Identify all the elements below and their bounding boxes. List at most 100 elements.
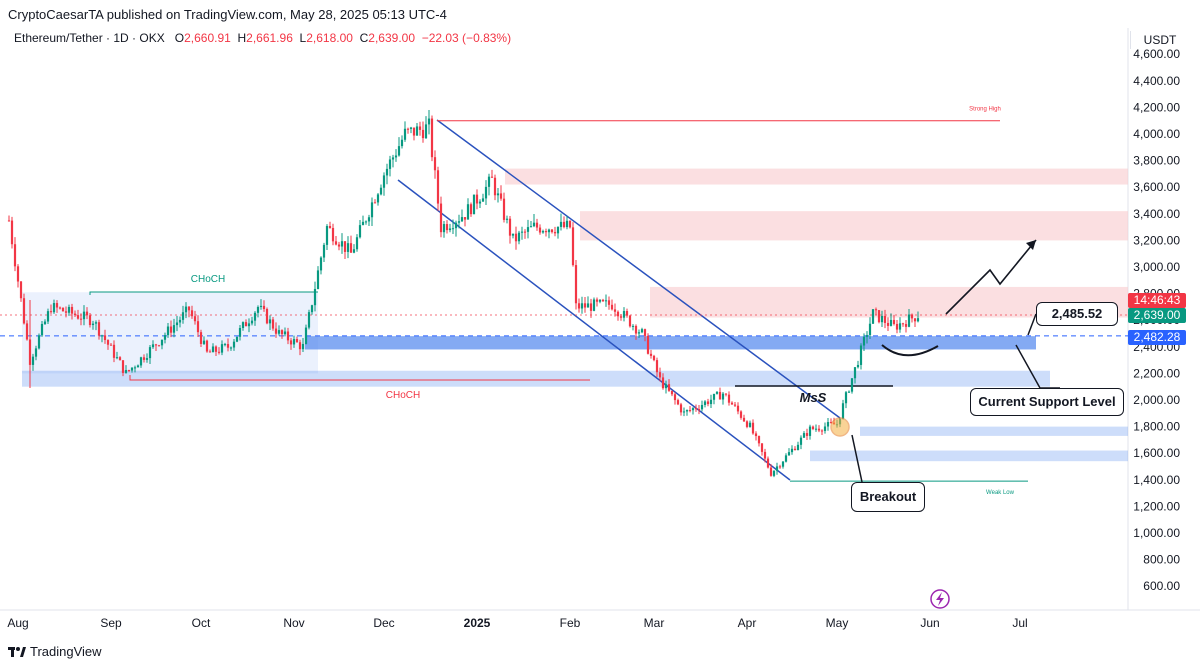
candle-body <box>154 344 158 346</box>
choch-top-label: CHoCH <box>191 274 225 285</box>
candle-body <box>151 344 155 348</box>
candle-body <box>808 426 812 436</box>
candle-body <box>664 384 668 389</box>
choch-bottom-line <box>129 375 590 381</box>
candle-body <box>598 299 602 302</box>
candle-body <box>502 198 506 220</box>
publish-info: CryptoCaesarTA published on TradingView.… <box>8 7 447 22</box>
x-tick-label: Jun <box>920 616 939 630</box>
tradingview-logo[interactable]: TradingView <box>8 644 102 659</box>
candle-body <box>790 448 794 453</box>
candle-body <box>559 221 563 227</box>
candle-body <box>337 244 341 247</box>
candle-body <box>163 335 167 340</box>
candle-body <box>844 392 848 404</box>
close-label: C <box>359 31 369 45</box>
candle-body <box>640 329 644 333</box>
candle-body <box>16 266 20 282</box>
candle-body <box>448 228 452 231</box>
candle-body <box>574 265 578 304</box>
candle-body <box>841 403 845 419</box>
candle-body <box>853 367 857 379</box>
candle-body <box>223 344 227 346</box>
candle-body <box>340 241 344 247</box>
candle-body <box>406 128 410 130</box>
candle-body <box>343 241 347 252</box>
candle-body <box>508 218 512 236</box>
candle-body <box>550 229 554 233</box>
candle-body <box>7 220 11 222</box>
candle-body <box>193 316 197 322</box>
candle-body <box>286 331 290 341</box>
candle-body <box>580 303 584 309</box>
candle-body <box>658 372 662 378</box>
candle-body <box>505 218 509 220</box>
candle-body <box>13 244 17 267</box>
currency-label[interactable]: USDT <box>1130 31 1189 49</box>
open-label: O <box>174 31 185 45</box>
candle-body <box>529 226 533 228</box>
candle-body <box>283 331 287 335</box>
candle-body <box>898 323 902 330</box>
candle-body <box>346 243 350 252</box>
breakout-callout: Breakout <box>851 482 925 512</box>
y-tick-label: 4,400.00 <box>1133 74 1180 88</box>
candle-body <box>649 353 653 356</box>
candle-body <box>31 356 35 365</box>
candle-body <box>553 232 557 234</box>
high-value: 2,661.96 <box>246 31 293 45</box>
symbol-label[interactable]: Ethereum/Tether · 1D · OKX <box>14 31 165 45</box>
candle-body <box>787 452 791 456</box>
candle-body <box>439 203 443 233</box>
candle-body <box>364 221 368 223</box>
candle-body <box>421 129 425 139</box>
candle-body <box>112 344 116 358</box>
candle-body <box>784 455 788 462</box>
x-tick-label: Apr <box>738 616 757 630</box>
candle-body <box>523 231 527 233</box>
candle-body <box>847 391 851 393</box>
open-value: 2,660.91 <box>184 31 231 45</box>
candle-body <box>457 221 461 223</box>
candle-body <box>730 402 734 405</box>
level-callout: 2,485.52 <box>1036 302 1118 326</box>
candle-body <box>547 229 551 233</box>
y-tick-label: 2,000.00 <box>1133 393 1180 407</box>
candle-body <box>895 323 899 330</box>
candle-body <box>901 323 905 325</box>
candle-body <box>745 421 749 427</box>
candle-body <box>94 322 98 324</box>
candle-body <box>67 306 71 313</box>
candle-body <box>160 339 164 346</box>
candle-body <box>385 168 389 176</box>
candle-body <box>325 226 329 245</box>
candle-body <box>700 404 704 410</box>
candle-body <box>229 347 233 349</box>
candle-body <box>178 319 182 323</box>
candle-body <box>427 118 431 125</box>
candle-body <box>751 422 755 434</box>
candle-body <box>517 232 521 242</box>
candle-body <box>256 306 260 313</box>
candle-body <box>172 325 176 333</box>
candle-body <box>469 204 473 215</box>
last-price-tag: 2,639.00 <box>1128 308 1186 323</box>
countdown-tag: 14:46:43 <box>1128 293 1186 308</box>
candle-body <box>85 311 89 316</box>
candle-body <box>316 270 320 289</box>
candle-body <box>676 400 680 405</box>
candle-body <box>412 127 416 136</box>
candle-body <box>241 322 245 329</box>
candle-body <box>355 237 359 250</box>
y-tick-label: 4,000.00 <box>1133 127 1180 141</box>
projection-path <box>945 239 1037 315</box>
candle-body <box>820 430 824 432</box>
candle-body <box>244 322 248 327</box>
candle-body <box>298 342 302 350</box>
candle-body <box>904 324 908 327</box>
candle-body <box>691 408 695 411</box>
y-tick-label: 1,600.00 <box>1133 446 1180 460</box>
candle-body <box>655 360 659 373</box>
candle-body <box>604 300 608 302</box>
